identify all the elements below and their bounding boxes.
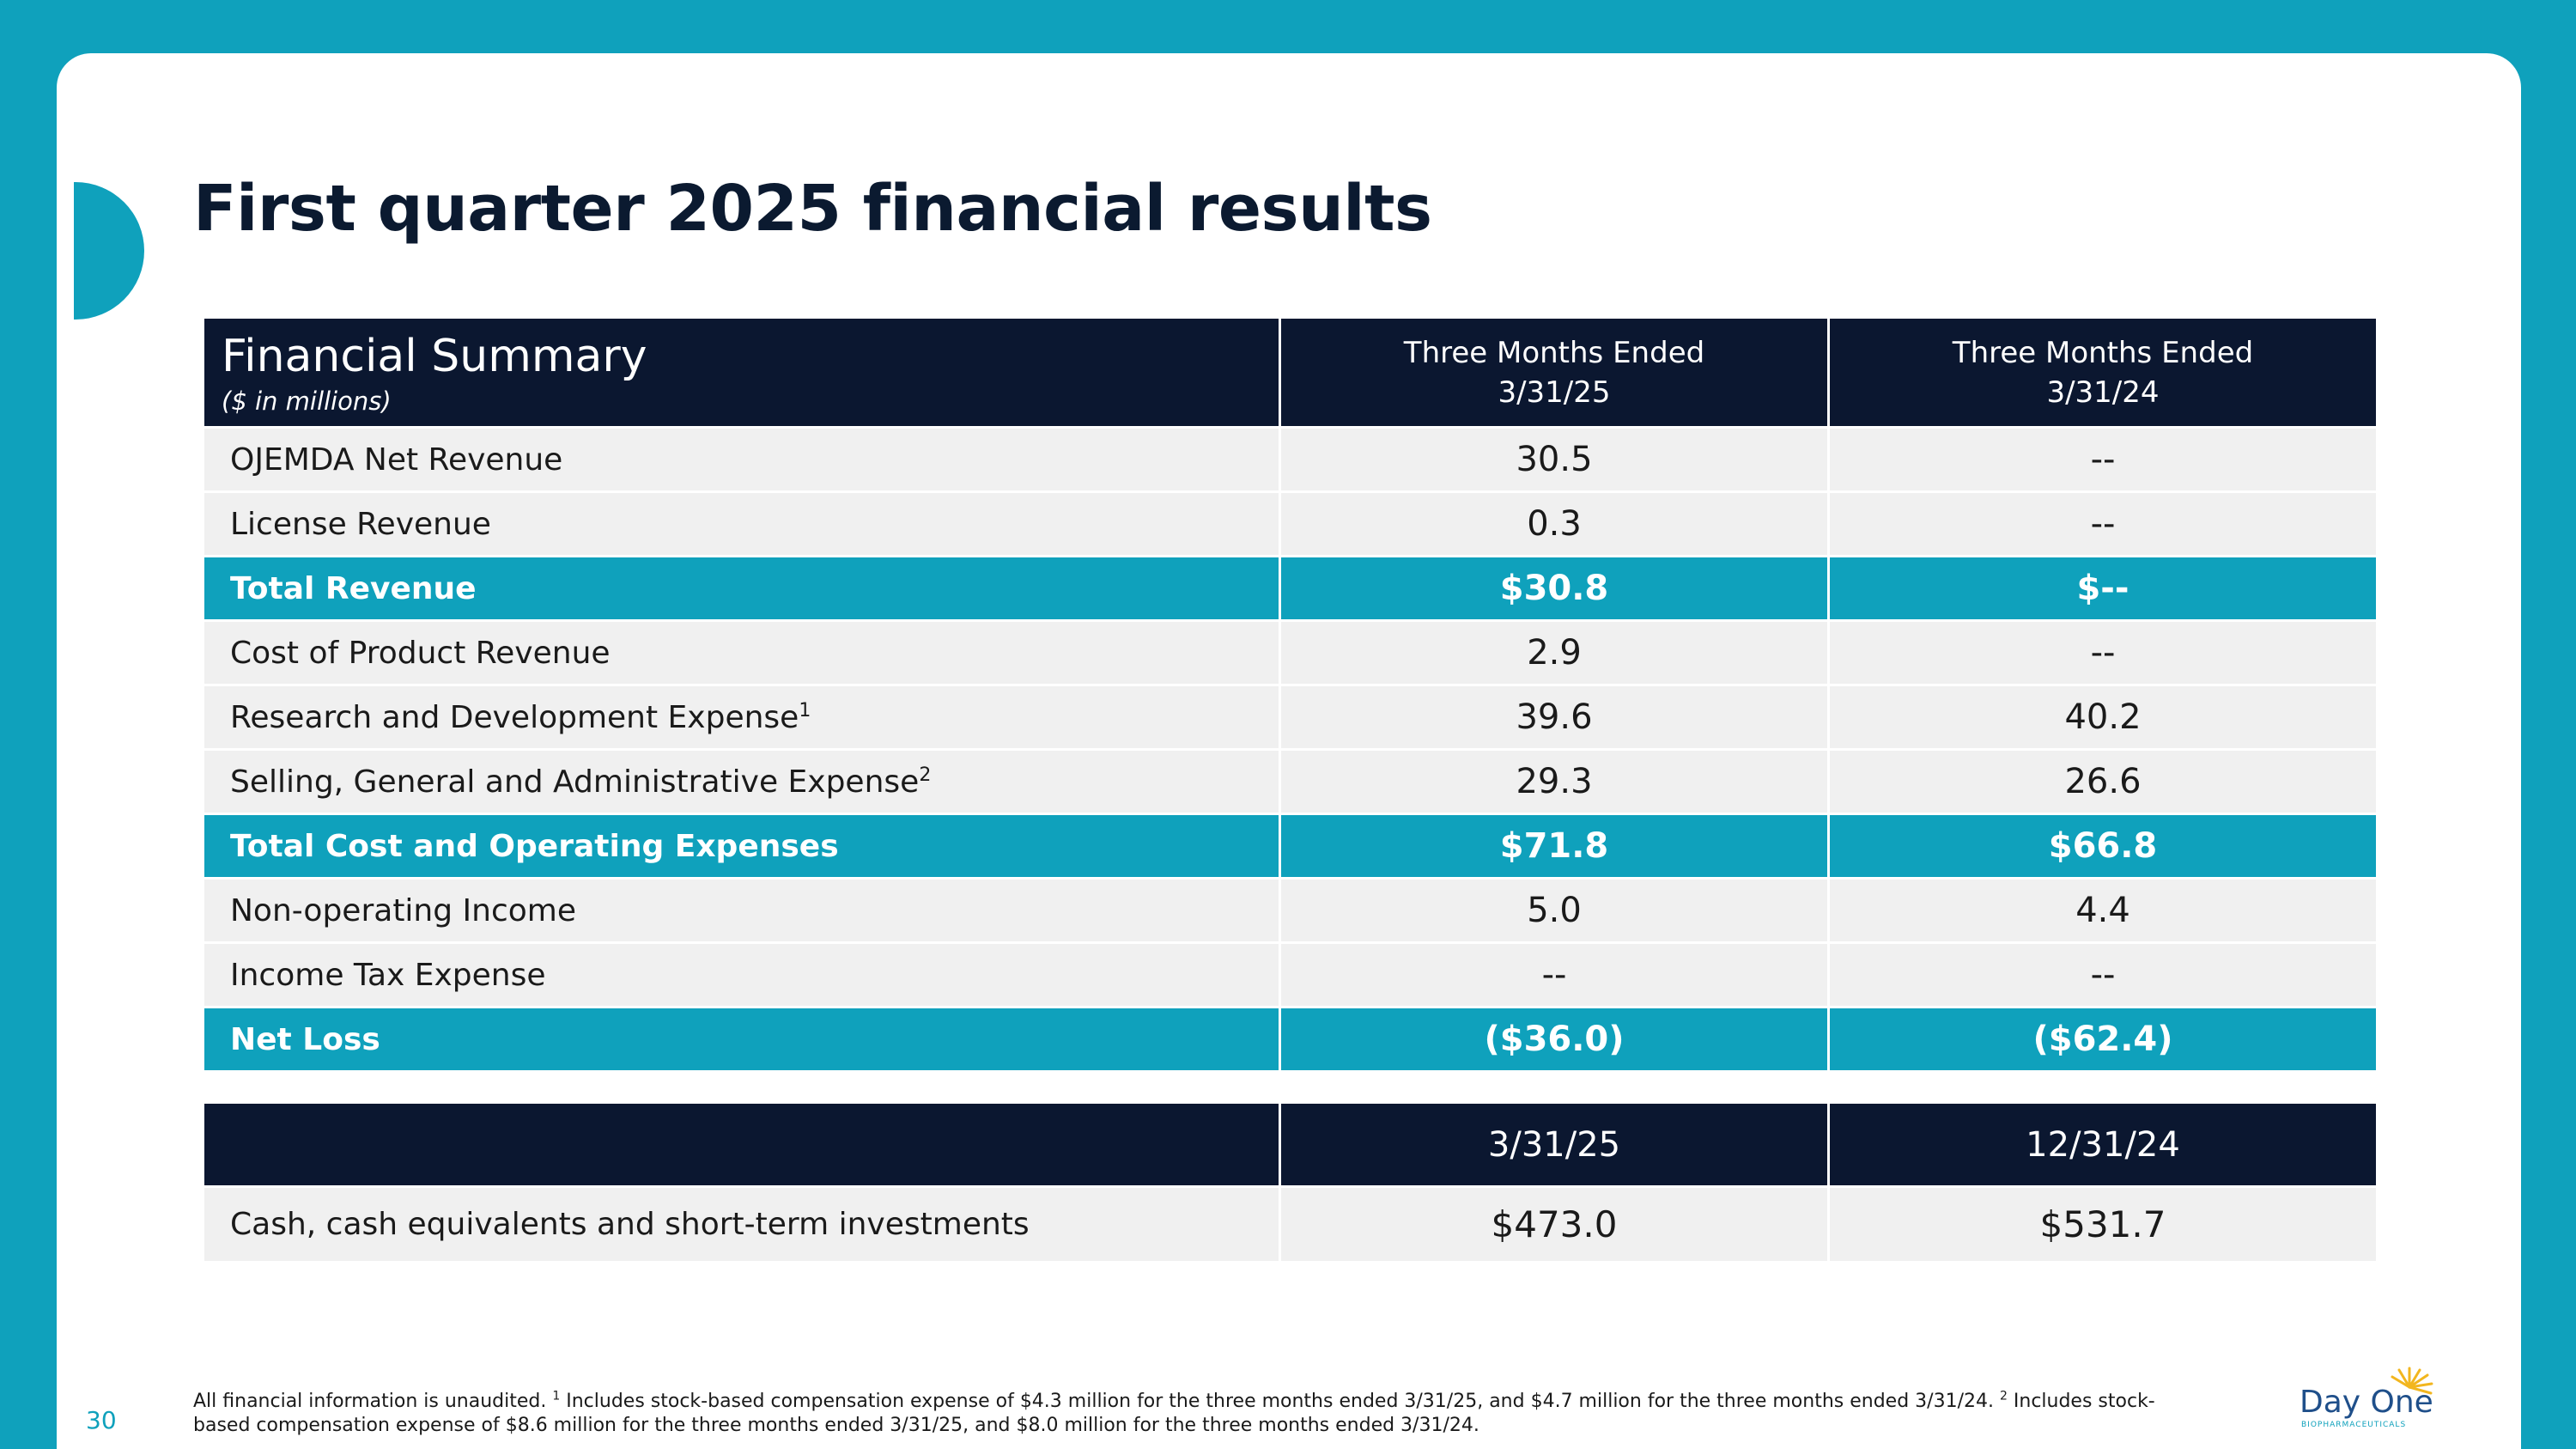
slide-side-tab bbox=[74, 182, 144, 320]
table-subtitle: ($ in millions) bbox=[222, 386, 392, 416]
row-value-2025: 30.5 bbox=[1279, 426, 1830, 493]
row-label: Non-operating Income bbox=[202, 877, 1281, 944]
column-header-line: Three Months Ended bbox=[1952, 335, 2254, 370]
footnote: All financial information is unaudited. … bbox=[193, 1390, 2168, 1438]
slide-title: First quarter 2025 financial results bbox=[193, 172, 1432, 246]
footnote-marker: 2 bbox=[919, 764, 932, 786]
table-row-license-revenue: License Revenue 0.3 -- bbox=[202, 490, 2379, 557]
footnote-text: All financial information is unaudited. bbox=[193, 1391, 553, 1412]
row-value-2024: 4.4 bbox=[1827, 877, 2379, 944]
row-value-2024: -- bbox=[1827, 619, 2379, 686]
row-value-2025: ($36.0) bbox=[1279, 1006, 1830, 1073]
column-header-q1-2025: Three Months Ended 3/31/25 bbox=[1279, 316, 1830, 429]
row-label: Cash, cash equivalents and short-term in… bbox=[202, 1185, 1281, 1263]
row-value-2025: 29.3 bbox=[1279, 748, 1830, 815]
row-label: Selling, General and Administrative Expe… bbox=[230, 764, 920, 800]
row-value-2024: 40.2 bbox=[1827, 684, 2379, 751]
row-label: Research and Development Expense bbox=[230, 699, 799, 735]
row-value-2025: $473.0 bbox=[1279, 1185, 1830, 1263]
footnote-marker: 2 bbox=[1999, 1389, 2008, 1403]
cash-header-empty bbox=[202, 1101, 1281, 1188]
company-logo: Day One bbox=[2300, 1385, 2433, 1420]
row-label: Income Tax Expense bbox=[202, 941, 1281, 1008]
row-value-2024: $66.8 bbox=[1827, 813, 2379, 880]
row-value-2024: -- bbox=[1827, 941, 2379, 1008]
column-header-date: 3/31/25 bbox=[1498, 374, 1611, 410]
row-value-2024: -- bbox=[1827, 490, 2379, 557]
row-value-2025: $30.8 bbox=[1279, 555, 1830, 622]
table-row-ojemda-net-revenue: OJEMDA Net Revenue 30.5 -- bbox=[202, 426, 2379, 493]
row-value-2025: 5.0 bbox=[1279, 877, 1830, 944]
footnote-text: Includes stock-based compensation expens… bbox=[193, 1391, 2155, 1436]
row-value-2025: 39.6 bbox=[1279, 684, 1830, 751]
table-row-net-loss: Net Loss ($36.0) ($62.4) bbox=[202, 1006, 2379, 1073]
cash-table: 3/31/25 12/31/24 Cash, cash equivalents … bbox=[202, 1101, 2379, 1263]
cash-table-header-row: 3/31/25 12/31/24 bbox=[202, 1101, 2379, 1188]
table-row-cost-of-product-revenue: Cost of Product Revenue 2.9 -- bbox=[202, 619, 2379, 686]
row-label: OJEMDA Net Revenue bbox=[202, 426, 1281, 493]
table-row-research-development: Research and Development Expense1 39.6 4… bbox=[202, 684, 2379, 751]
footnote-marker: 1 bbox=[552, 1389, 561, 1403]
sun-logo-icon bbox=[2391, 1367, 2433, 1395]
cash-header-date-2: 12/31/24 bbox=[1827, 1101, 2379, 1188]
row-label: Net Loss bbox=[202, 1006, 1281, 1073]
footnote-marker: 1 bbox=[799, 699, 811, 721]
cash-header-date-1: 3/31/25 bbox=[1279, 1101, 1830, 1188]
row-label: Total Revenue bbox=[202, 555, 1281, 622]
table-row-cash: Cash, cash equivalents and short-term in… bbox=[202, 1185, 2379, 1263]
row-value-2024: $531.7 bbox=[1827, 1185, 2379, 1263]
row-value-2025: -- bbox=[1279, 941, 1830, 1008]
table-row-total-revenue: Total Revenue $30.8 $-- bbox=[202, 555, 2379, 622]
financial-summary-table: Financial Summary ($ in millions) Three … bbox=[202, 316, 2379, 1073]
row-value-2025: 0.3 bbox=[1279, 490, 1830, 557]
column-header-line: Three Months Ended bbox=[1403, 335, 1705, 370]
table-row-income-tax-expense: Income Tax Expense -- -- bbox=[202, 941, 2379, 1008]
page-number: 30 bbox=[86, 1406, 117, 1434]
header-title-cell: Financial Summary ($ in millions) bbox=[202, 316, 1281, 429]
column-header-date: 3/31/24 bbox=[2046, 374, 2160, 410]
table-header-row: Financial Summary ($ in millions) Three … bbox=[202, 316, 2379, 429]
table-row-sga-expense: Selling, General and Administrative Expe… bbox=[202, 748, 2379, 815]
row-label: Cost of Product Revenue bbox=[202, 619, 1281, 686]
row-value-2025: $71.8 bbox=[1279, 813, 1830, 880]
row-value-2025: 2.9 bbox=[1279, 619, 1830, 686]
footnote-text: Includes stock-based compensation expens… bbox=[560, 1391, 2000, 1412]
table-row-total-cost-operating-expenses: Total Cost and Operating Expenses $71.8 … bbox=[202, 813, 2379, 880]
company-logo-tagline: BIOPHARMACEUTICALS bbox=[2301, 1421, 2407, 1429]
row-label-cell: Selling, General and Administrative Expe… bbox=[202, 748, 1281, 815]
column-header-q1-2024: Three Months Ended 3/31/24 bbox=[1827, 316, 2379, 429]
row-label: License Revenue bbox=[202, 490, 1281, 557]
row-label: Total Cost and Operating Expenses bbox=[202, 813, 1281, 880]
row-value-2024: ($62.4) bbox=[1827, 1006, 2379, 1073]
row-value-2024: $-- bbox=[1827, 555, 2379, 622]
row-value-2024: -- bbox=[1827, 426, 2379, 493]
table-title: Financial Summary bbox=[222, 330, 647, 382]
row-value-2024: 26.6 bbox=[1827, 748, 2379, 815]
table-row-non-operating-income: Non-operating Income 5.0 4.4 bbox=[202, 877, 2379, 944]
row-label-cell: Research and Development Expense1 bbox=[202, 684, 1281, 751]
